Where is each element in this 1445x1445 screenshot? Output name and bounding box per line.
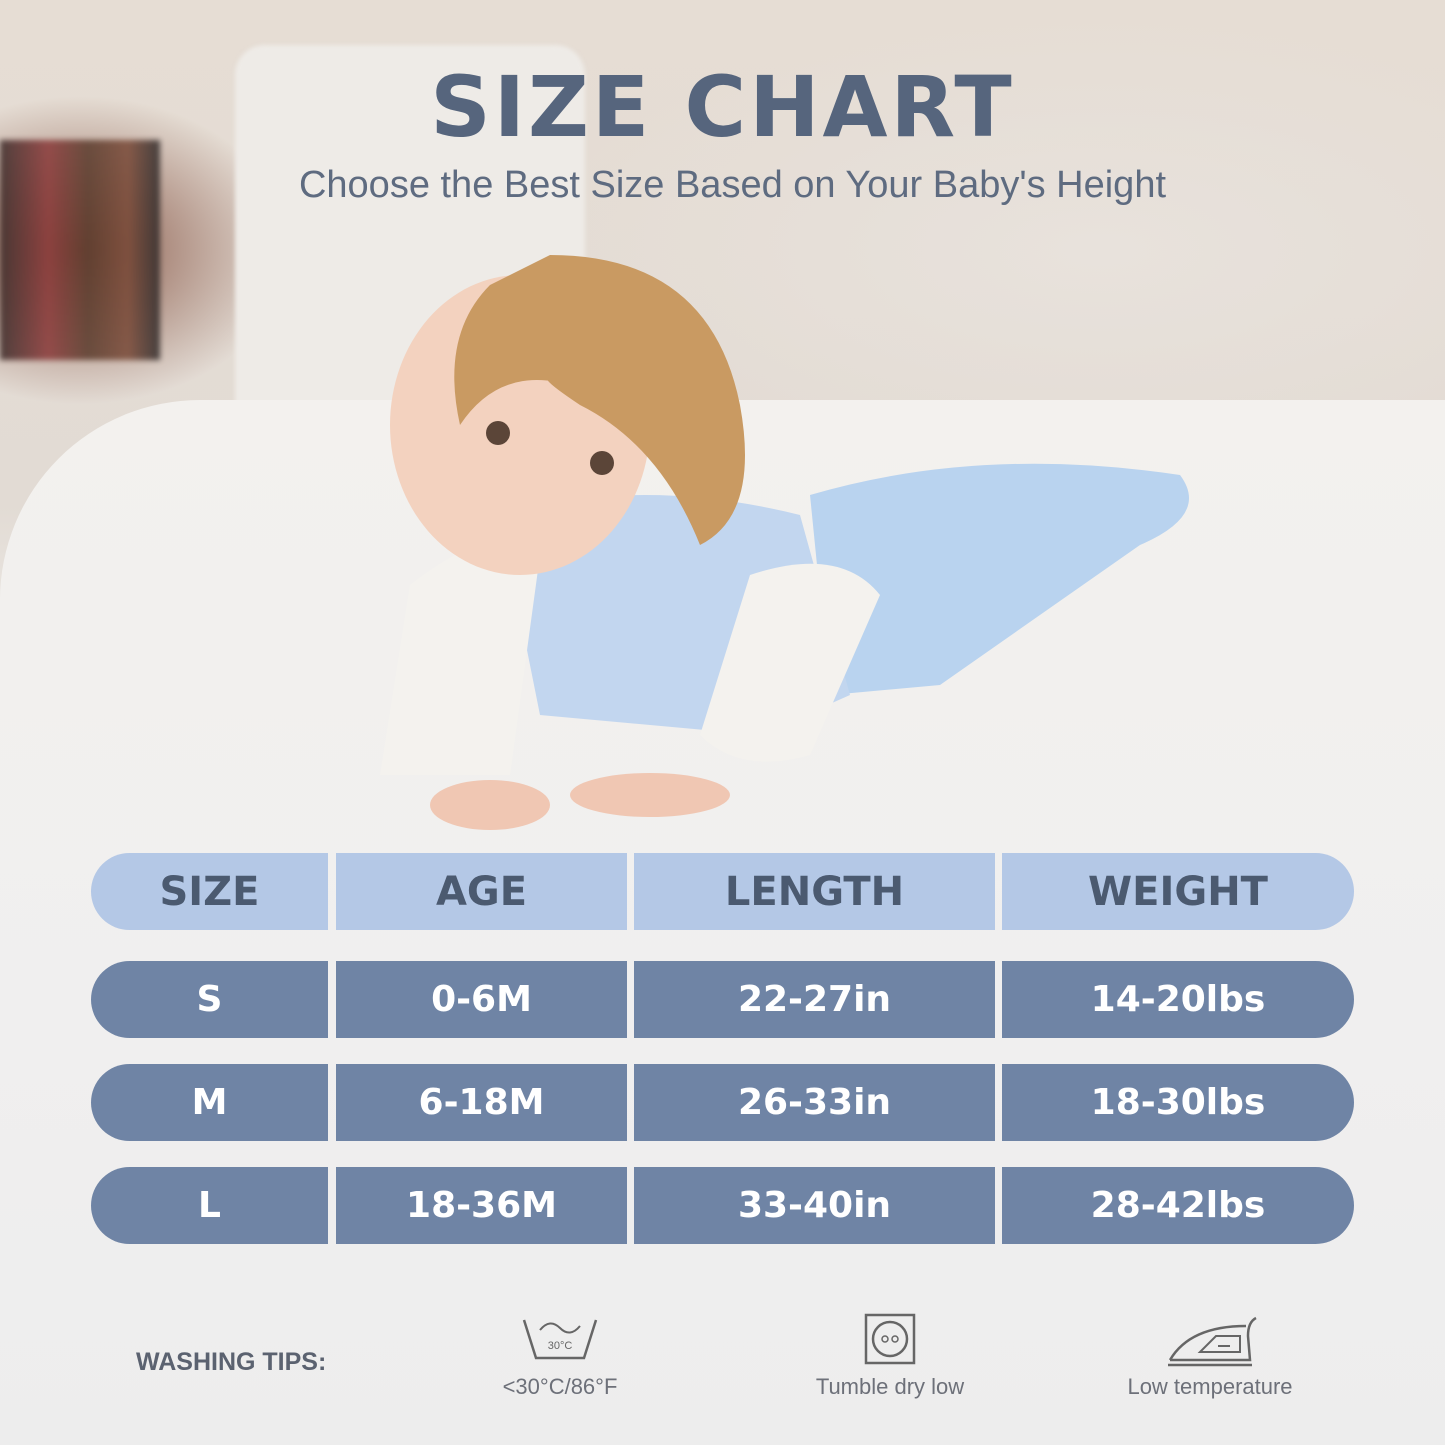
table-cell: 6-18M	[336, 1064, 627, 1141]
table-cell: 0-6M	[336, 961, 627, 1038]
wash-30-icon: 30°C	[522, 1319, 598, 1360]
tip-label: Tumble dry low	[815, 1374, 965, 1399]
table-cell: 28-42lbs	[1002, 1167, 1354, 1244]
page-subtitle: Choose the Best Size Based on Your Baby'…	[298, 164, 1167, 206]
tip-label: Low temperature	[1127, 1374, 1293, 1399]
table-cell: 26-33in	[634, 1064, 995, 1141]
table-cell: S	[91, 961, 328, 1038]
table-row: S 0-6M 22-27in 14-20lbs	[91, 961, 1354, 1038]
page-title: SIZE CHART	[430, 58, 1015, 156]
table-cell: 22-27in	[634, 961, 995, 1038]
iron-low-icon	[1168, 1316, 1257, 1367]
table-cell: 33-40in	[634, 1167, 995, 1244]
washing-tips-label: WASHING TIPS:	[136, 1348, 327, 1376]
column-header: WEIGHT	[1002, 853, 1354, 930]
table-cell: L	[91, 1167, 328, 1244]
tumble-dry-low-icon	[864, 1313, 916, 1365]
table-header-row: SIZE AGE LENGTH WEIGHT	[91, 853, 1354, 930]
table-cell: M	[91, 1064, 328, 1141]
washing-tip: Low temperature	[1110, 1314, 1310, 1400]
washing-tip: Tumble dry low	[800, 1312, 980, 1400]
table-row: L 18-36M 33-40in 28-42lbs	[91, 1167, 1354, 1244]
column-header: LENGTH	[634, 853, 995, 930]
table-cell: 14-20lbs	[1002, 961, 1354, 1038]
table-cell: 18-30lbs	[1002, 1064, 1354, 1141]
column-header: AGE	[336, 853, 627, 930]
table-cell: 18-36M	[336, 1167, 627, 1244]
table-row: M 6-18M 26-33in 18-30lbs	[91, 1064, 1354, 1141]
tip-label: <30°C/86°F	[502, 1374, 618, 1399]
baby-photo	[380, 255, 1189, 830]
washing-tip: 30°C <30°C/86°F	[480, 1316, 640, 1400]
column-header: SIZE	[91, 853, 328, 930]
svg-text:30°C: 30°C	[548, 1340, 573, 1352]
bookshelf	[0, 140, 160, 360]
